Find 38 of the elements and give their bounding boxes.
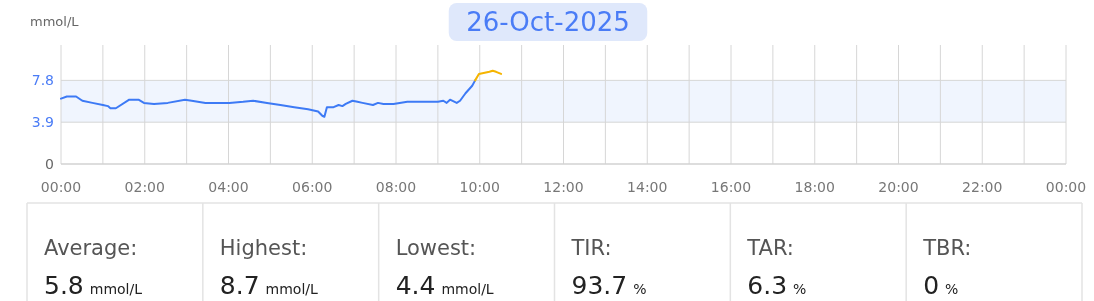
x-tick-label: 04:00	[208, 179, 249, 195]
text: mmol/L	[265, 281, 319, 297]
text: Highest:	[219, 236, 308, 260]
y-tick-label: 3.9	[31, 114, 54, 131]
x-tick-label: 06:00	[292, 179, 333, 195]
data-label: 93.7	[571, 271, 628, 300]
text: TIR:	[570, 236, 612, 260]
y-tick-label: 0	[45, 156, 54, 172]
chart-title: 26-Oct-2025	[466, 7, 630, 37]
text: Average:	[44, 236, 138, 260]
data-label: 6.3	[747, 271, 788, 300]
x-tick-label: 18:00	[794, 179, 835, 195]
data-label: 4.4	[395, 271, 436, 300]
data-label: 0	[923, 271, 940, 300]
text: %	[633, 281, 647, 297]
y-axis-title: mmol/L	[30, 14, 80, 29]
x-tick-label: 10:00	[459, 179, 500, 195]
data-label: 5.8	[44, 271, 84, 300]
x-tick-label: 08:00	[375, 179, 417, 195]
text: TBR:	[922, 236, 972, 260]
line-series	[60, 79, 477, 118]
x-tick-label: 20:00	[878, 179, 919, 195]
text: %	[945, 281, 959, 297]
text: mmol/L	[89, 281, 143, 297]
line-series	[474, 69, 503, 82]
x-tick-label: 12:00	[543, 179, 584, 195]
text: %	[793, 281, 807, 297]
x-tick-label: 14:00	[627, 179, 668, 195]
data-label: 8.7	[219, 271, 260, 300]
x-tick-label: 00:00	[40, 179, 82, 195]
x-tick-label: 22:00	[962, 179, 1003, 195]
x-tick-label: 16:00	[710, 179, 752, 195]
x-tick-label: 02:00	[124, 179, 165, 195]
x-tick-label: 00:00	[1045, 179, 1087, 195]
text: TAR:	[746, 236, 794, 260]
y-tick-label: 7.8	[31, 72, 54, 89]
text: Lowest:	[395, 236, 477, 260]
text: mmol/L	[441, 281, 494, 297]
